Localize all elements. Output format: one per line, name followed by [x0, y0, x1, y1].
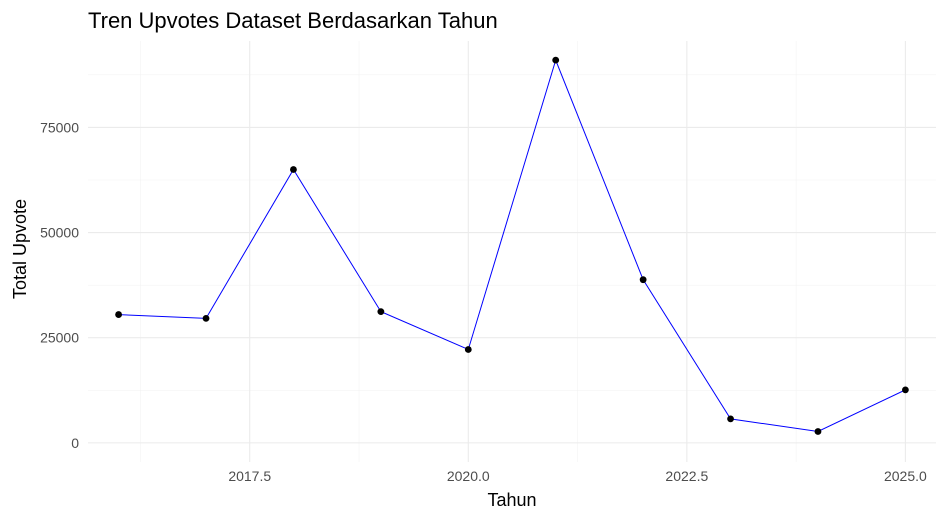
y-tick-label: 0	[71, 435, 79, 451]
x-tick-label: 2017.5	[228, 468, 271, 484]
y-axis-title: Total Upvote	[10, 199, 30, 299]
y-tick-label: 75000	[40, 119, 79, 135]
x-axis-ticks: 2017.5 2020.0 2022.5 2025.0	[228, 468, 927, 484]
data-point	[464, 346, 472, 353]
data-point	[814, 428, 822, 435]
y-axis-ticks: 0 25000 50000 75000	[40, 119, 79, 450]
data-point	[377, 308, 385, 316]
data-point	[290, 166, 297, 173]
data-point	[202, 314, 210, 322]
series-line	[118, 58, 906, 433]
y-tick-label: 25000	[40, 330, 79, 346]
grid	[88, 41, 936, 462]
data-point	[727, 415, 734, 423]
x-axis-title: Tahun	[487, 490, 536, 510]
data-point	[552, 56, 560, 64]
series-layer	[115, 56, 909, 435]
y-tick-label: 50000	[40, 225, 79, 241]
data-point	[902, 386, 909, 394]
data-point	[639, 276, 647, 284]
data-point	[115, 311, 122, 318]
chart-title: Tren Upvotes Dataset Berdasarkan Tahun	[88, 8, 498, 33]
x-tick-label: 2020.0	[447, 468, 490, 484]
x-tick-label: 2022.5	[665, 468, 708, 484]
x-tick-label: 2025.0	[884, 468, 927, 484]
